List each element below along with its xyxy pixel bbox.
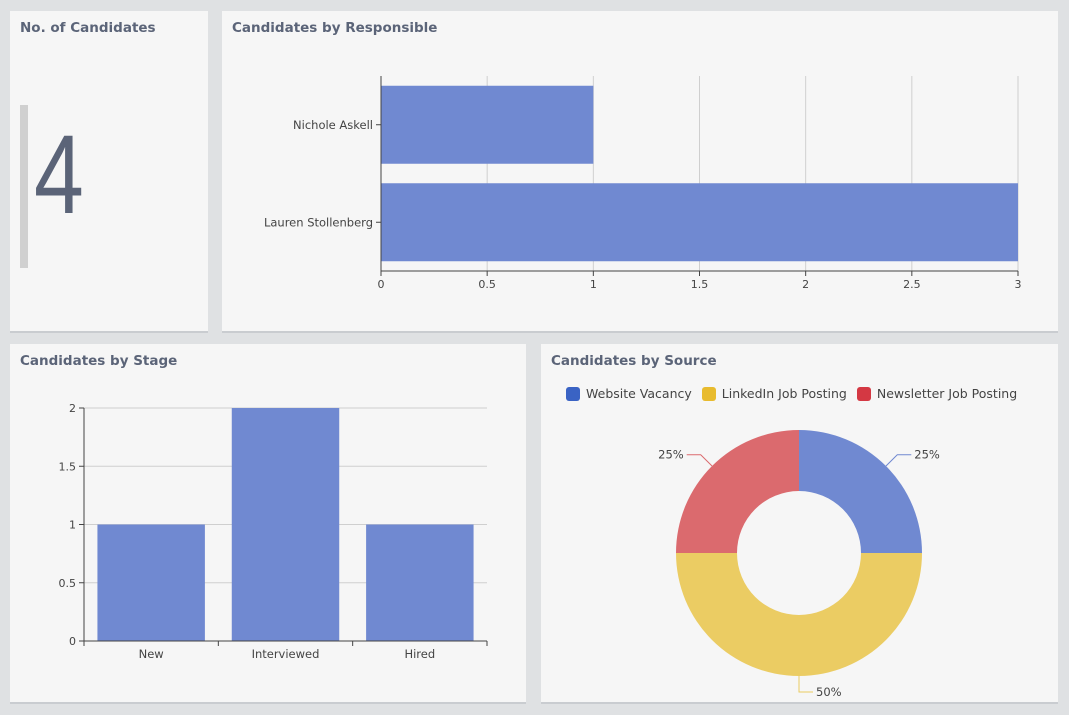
legend-item-website[interactable]: Website Vacancy bbox=[566, 386, 692, 401]
card-title: Candidates by Source bbox=[551, 353, 717, 369]
slice-pct-label: 25% bbox=[658, 448, 684, 462]
chart-legend: Website Vacancy LinkedIn Job Posting New… bbox=[566, 386, 1017, 401]
x-tick-label: 1 bbox=[590, 278, 597, 291]
card-title: Candidates by Stage bbox=[20, 353, 178, 369]
x-tick-label: 0.5 bbox=[478, 278, 496, 291]
donut-slice bbox=[799, 430, 922, 553]
category-label: Lauren Stollenberg bbox=[264, 215, 373, 229]
candidates-by-responsible-card: Candidates by Responsible 0 0.5 1 1.5 2 2.5 3 N… bbox=[222, 11, 1058, 331]
card-title: Candidates by Responsible bbox=[232, 20, 438, 36]
candidates-count-card: No. of Candidates 4 bbox=[10, 11, 208, 331]
legend-label: Newsletter Job Posting bbox=[876, 386, 1018, 401]
source-donut-chart: 25% 50% 25% bbox=[658, 430, 940, 699]
legend-swatch bbox=[856, 386, 871, 401]
category-label: Interviewed bbox=[252, 647, 320, 661]
kpi-value: 4 bbox=[34, 112, 84, 237]
slice-pct-label: 50% bbox=[816, 685, 842, 699]
category-label: Nichole Askell bbox=[293, 118, 373, 132]
candidates-by-stage-card: Candidates by Stage 0 0.5 1 1.5 2 New Intervie… bbox=[10, 344, 526, 702]
x-tick-label: 1.5 bbox=[691, 278, 709, 291]
donut-slice bbox=[676, 553, 922, 676]
bar bbox=[231, 408, 340, 641]
kpi-accent-bar bbox=[20, 105, 28, 268]
bar bbox=[366, 524, 474, 641]
slice-pct-label: 25% bbox=[914, 448, 940, 462]
legend-item-linkedin[interactable]: LinkedIn Job Posting bbox=[701, 386, 847, 401]
responsible-bar-chart: 0 0.5 1 1.5 2 2.5 3 Nichole Askell Lauren Stolle… bbox=[264, 76, 1022, 291]
legend-label: LinkedIn Job Posting bbox=[721, 386, 847, 401]
y-tick-label: 2 bbox=[69, 402, 76, 415]
bar bbox=[381, 85, 594, 164]
legend-swatch bbox=[566, 386, 580, 401]
label-leader-line bbox=[885, 454, 912, 467]
y-tick-label: 0.5 bbox=[59, 577, 77, 590]
category-label: Hired bbox=[404, 647, 435, 661]
bar bbox=[97, 524, 205, 641]
label-leader-line bbox=[686, 454, 713, 467]
y-tick-label: 1.5 bbox=[59, 460, 77, 473]
category-label: New bbox=[139, 647, 164, 661]
donut-slice bbox=[676, 430, 799, 553]
y-tick-label: 0 bbox=[69, 635, 76, 648]
x-tick-label: 0 bbox=[378, 278, 385, 291]
legend-swatch bbox=[701, 386, 716, 401]
legend-item-newsletter[interactable]: Newsletter Job Posting bbox=[856, 386, 1018, 401]
candidates-by-source-card: Candidates by Source Website Vacancy Lin… bbox=[541, 344, 1058, 702]
y-tick-label: 1 bbox=[69, 519, 76, 532]
label-leader-line bbox=[798, 676, 813, 693]
bar bbox=[381, 183, 1018, 262]
x-tick-label: 2.5 bbox=[903, 278, 921, 291]
x-tick-label: 2 bbox=[802, 278, 809, 291]
legend-label: Website Vacancy bbox=[586, 386, 692, 401]
x-tick-label: 3 bbox=[1015, 278, 1022, 291]
stage-bar-chart: 0 0.5 1 1.5 2 New Interviewed Hired bbox=[59, 402, 488, 661]
card-title: No. of Candidates bbox=[20, 20, 156, 36]
